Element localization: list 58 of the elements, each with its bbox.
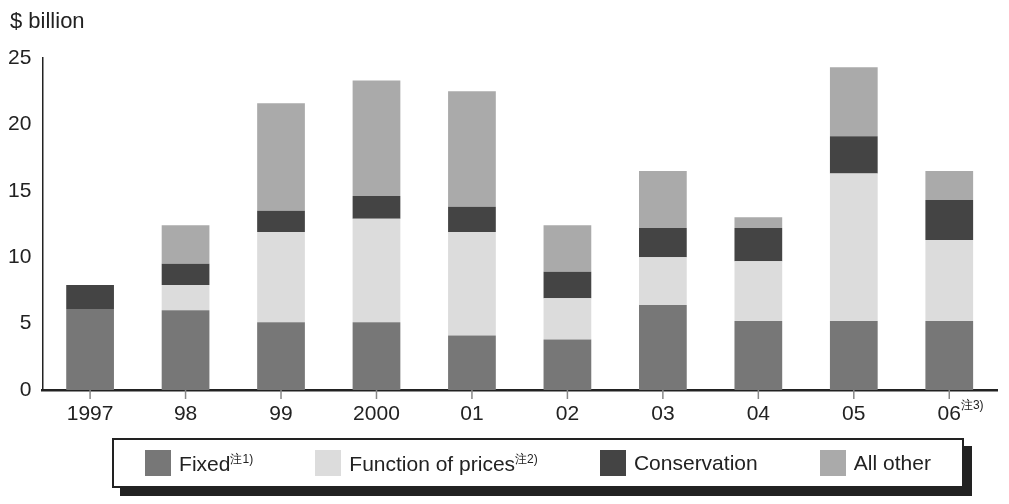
y-tick-label: 0 bbox=[19, 376, 32, 400]
bar bbox=[925, 320, 974, 390]
bar bbox=[161, 310, 210, 390]
bar bbox=[352, 80, 401, 197]
bar bbox=[161, 263, 210, 286]
legend-label: Fixed$^{注1)}$ bbox=[179, 450, 254, 476]
bar bbox=[257, 231, 305, 323]
bar bbox=[257, 103, 305, 211]
bar bbox=[639, 305, 687, 390]
x-tick-label: 98 bbox=[173, 401, 198, 425]
y-tick-label: 20 bbox=[8, 111, 32, 135]
bar bbox=[543, 298, 592, 340]
bar bbox=[829, 320, 878, 390]
bar bbox=[829, 173, 878, 321]
x-tick-label: 04 bbox=[746, 401, 771, 425]
bar bbox=[448, 206, 496, 232]
y-tick-label: 10 bbox=[8, 244, 32, 267]
x-tick-label: 1997 bbox=[66, 401, 114, 425]
bar bbox=[734, 217, 783, 228]
x-tick-label: 99 bbox=[269, 401, 293, 425]
bar bbox=[543, 339, 592, 390]
bar bbox=[448, 231, 496, 336]
bar bbox=[448, 91, 496, 207]
y-tick-label: 15 bbox=[8, 177, 32, 201]
bar bbox=[352, 218, 401, 323]
bar bbox=[639, 227, 687, 258]
bar bbox=[925, 200, 974, 240]
legend-label: Function of prices$^{注2)}$ bbox=[349, 450, 538, 476]
y-tick-label: 25 bbox=[8, 44, 32, 68]
bar bbox=[66, 308, 114, 390]
bar bbox=[257, 210, 305, 232]
bar bbox=[257, 322, 305, 390]
bar bbox=[925, 239, 974, 321]
bar bbox=[734, 261, 783, 321]
bar bbox=[161, 225, 210, 264]
bar bbox=[639, 170, 687, 228]
bar bbox=[734, 320, 783, 390]
bar bbox=[734, 227, 783, 262]
x-tick-label: 02 bbox=[555, 401, 580, 425]
bar bbox=[925, 170, 974, 201]
bar bbox=[829, 67, 878, 137]
bar bbox=[543, 225, 592, 272]
bar bbox=[639, 257, 687, 306]
bar bbox=[352, 196, 401, 219]
y-tick-label: 5 bbox=[19, 310, 32, 334]
y-axis-title: $ billion bbox=[10, 8, 85, 34]
bar bbox=[829, 136, 878, 174]
bar bbox=[543, 271, 592, 299]
bar bbox=[352, 322, 401, 390]
bar bbox=[66, 285, 114, 309]
legend-label: All other bbox=[853, 451, 931, 475]
bar bbox=[161, 285, 210, 311]
x-tick-label: 03 bbox=[651, 401, 675, 425]
bar bbox=[448, 335, 496, 390]
legend-label: Conservation bbox=[633, 451, 758, 475]
x-tick-label: 05 bbox=[842, 401, 866, 425]
x-tick-label: 2000 bbox=[353, 401, 400, 425]
x-tick-label: 01 bbox=[460, 401, 484, 425]
